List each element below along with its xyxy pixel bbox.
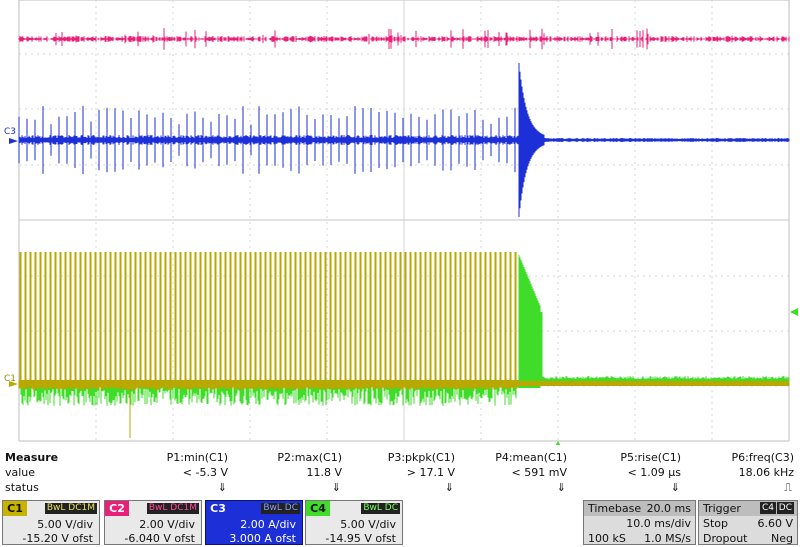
c1-trace bbox=[18, 252, 790, 390]
param-status-p6: ⎍ bbox=[784, 481, 792, 494]
param-value-p1: < -5.3 V bbox=[182, 466, 228, 479]
param-value-p2: 11.8 V bbox=[306, 466, 342, 479]
trigger-type: Dropout bbox=[703, 532, 748, 545]
c2-offset: -6.040 V ofst bbox=[124, 532, 195, 545]
c3-trace bbox=[18, 63, 790, 217]
param-status-p4: ⇓ bbox=[556, 481, 566, 494]
c2-trace bbox=[18, 28, 790, 50]
timebase-tdiv: 10.0 ms/div bbox=[626, 517, 691, 530]
timebase-box[interactable]: Timebase 20.0 ms 10.0 ms/div 100 kS 1.0 … bbox=[583, 500, 696, 545]
param-name-p5[interactable]: P5:rise(C1) bbox=[620, 451, 681, 464]
c3-coupling: BwL DC bbox=[261, 503, 300, 514]
channel-c4-box[interactable]: C4 BwL DC 5.00 V/div -14.95 V ofst bbox=[305, 500, 403, 545]
traces bbox=[18, 28, 790, 438]
c4-vdiv: 5.00 V/div bbox=[340, 518, 396, 531]
trigger-label: Trigger bbox=[703, 502, 741, 515]
param-value-p6: 18.06 kHz bbox=[738, 466, 794, 479]
trigger-source: C4 bbox=[759, 502, 776, 514]
param-status-p3: ⇓ bbox=[444, 481, 454, 494]
value-row-label: value bbox=[5, 466, 36, 479]
c3-offset: 3.000 A ofst bbox=[229, 532, 296, 545]
param-status-p5: ⇓ bbox=[670, 481, 680, 494]
timebase-value: 20.0 ms bbox=[646, 502, 691, 515]
c4-offset: -14.95 V ofst bbox=[325, 532, 396, 545]
param-name-p3[interactable]: P3:pkpk(C1) bbox=[387, 451, 455, 464]
c3-trace-label: C3 bbox=[4, 127, 16, 137]
c2-tag: C2 bbox=[105, 501, 129, 516]
measurement-table: Measure P1:min(C1) P2:max(C1) P3:pkpk(C1… bbox=[0, 448, 800, 498]
trigger-position-marker[interactable] bbox=[554, 441, 562, 445]
param-status-p1: ⇓ bbox=[217, 481, 227, 494]
timebase-samples: 100 kS bbox=[588, 532, 626, 545]
channel-c2-box[interactable]: C2 BwL DC1M 2.00 V/div -6.040 V ofst bbox=[104, 500, 202, 545]
param-name-p4[interactable]: P4:mean(C1) bbox=[495, 451, 567, 464]
c2-coupling: BwL DC1M bbox=[146, 503, 199, 514]
timebase-label: Timebase bbox=[588, 502, 642, 515]
trigger-mode: Stop bbox=[703, 517, 729, 530]
c4-tag: C4 bbox=[306, 501, 330, 516]
timebase-header bbox=[584, 501, 695, 516]
param-name-p1[interactable]: P1:min(C1) bbox=[166, 451, 228, 464]
c1-offset-marker[interactable] bbox=[9, 381, 18, 387]
param-name-p2[interactable]: P2:max(C1) bbox=[277, 451, 342, 464]
c1-offset: -15.20 V ofst bbox=[22, 532, 93, 545]
c3-offset-marker[interactable] bbox=[9, 138, 18, 144]
trigger-level: 6.60 V bbox=[757, 517, 793, 530]
trigger-box[interactable]: Trigger C4 DC Stop 6.60 V Dropout Neg bbox=[698, 500, 798, 545]
waveform-display[interactable]: C3 C1 bbox=[0, 0, 800, 445]
trigger-slope: Neg bbox=[771, 532, 793, 545]
channel-c3-box[interactable]: C3 BwL DC 2.00 A/div 3.000 A ofst bbox=[205, 500, 303, 545]
c1-vdiv: 5.00 V/div bbox=[37, 518, 93, 531]
c1-coupling: BwL DC1M bbox=[44, 503, 97, 514]
c4-coupling: BwL DC bbox=[361, 503, 400, 514]
c2-vdiv: 2.00 V/div bbox=[139, 518, 195, 531]
trigger-level-marker[interactable] bbox=[790, 308, 798, 316]
c1-tag: C1 bbox=[3, 501, 27, 516]
param-value-p5: < 1.09 µs bbox=[627, 466, 681, 479]
param-value-p4: < 591 mV bbox=[511, 466, 567, 479]
c3-tag: C3 bbox=[206, 501, 230, 516]
c3-vdiv: 2.00 A/div bbox=[240, 518, 296, 531]
channel-bar: C1 BwL DC1M 5.00 V/div -15.20 V ofst C2 … bbox=[0, 499, 800, 547]
status-row-label: status bbox=[5, 481, 39, 494]
param-value-p3: > 17.1 V bbox=[406, 466, 455, 479]
param-name-p6[interactable]: P6:freq(C3) bbox=[731, 451, 794, 464]
timebase-rate: 1.0 MS/s bbox=[644, 532, 691, 545]
trigger-coupling: DC bbox=[776, 502, 794, 514]
measure-title: Measure bbox=[5, 451, 59, 464]
c1-trace-label: C1 bbox=[4, 374, 16, 384]
channel-c1-box[interactable]: C1 BwL DC1M 5.00 V/div -15.20 V ofst bbox=[2, 500, 100, 545]
param-status-p2: ⇓ bbox=[331, 481, 341, 494]
